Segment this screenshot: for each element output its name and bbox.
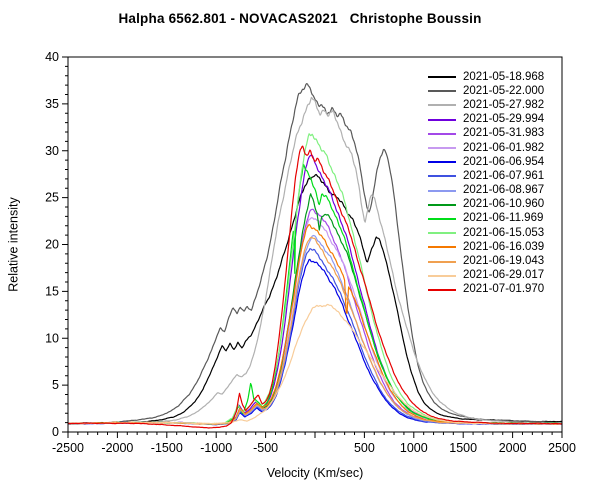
- y-axis-ticks: [62, 56, 68, 433]
- legend-color-swatch: [428, 90, 456, 93]
- legend-label: 2021-06-16.039: [463, 240, 545, 253]
- x-tick-label: -500: [253, 441, 278, 455]
- legend-item: 2021-06-16.039: [428, 240, 544, 254]
- legend-color-swatch: [428, 147, 456, 150]
- x-tick-label: 2000: [499, 441, 527, 455]
- legend-label: 2021-06-29.017: [463, 269, 545, 282]
- legend-item: 2021-06-10.960: [428, 198, 544, 212]
- legend-item: 2021-06-07.961: [428, 169, 544, 183]
- legend-label: 2021-06-08.967: [463, 184, 545, 197]
- legend-color-swatch: [428, 232, 456, 235]
- legend-label: 2021-05-29.994: [463, 113, 545, 126]
- legend-color-swatch: [428, 118, 456, 121]
- legend-color-swatch: [428, 246, 456, 249]
- legend-color-swatch: [428, 260, 456, 263]
- legend-label: 2021-05-18.968: [463, 70, 545, 83]
- legend-label: 2021-05-27.982: [463, 98, 545, 111]
- legend-label: 2021-05-22.000: [463, 84, 545, 97]
- chart-title: Halpha 6562.801 - NOVACAS2021 Christophe…: [118, 11, 482, 26]
- legend-color-swatch: [428, 274, 456, 277]
- legend-label: 2021-06-06.954: [463, 155, 545, 168]
- y-tick-label: 20: [45, 238, 59, 252]
- x-axis-label: Velocity (Km/sec): [266, 466, 364, 480]
- legend-item: 2021-06-29.017: [428, 269, 544, 283]
- x-tick-label: -2000: [101, 441, 133, 455]
- y-tick-label: 5: [52, 378, 59, 392]
- legend-label: 2021-06-07.961: [463, 169, 545, 182]
- y-tick-label: 35: [45, 97, 59, 111]
- x-tick-label: -1500: [151, 441, 183, 455]
- x-axis-ticks: [67, 432, 563, 438]
- x-tick-label: 2500: [548, 441, 576, 455]
- legend-color-swatch: [428, 203, 456, 206]
- legend-color-swatch: [428, 161, 456, 164]
- legend-label: 2021-06-19.043: [463, 255, 545, 268]
- legend-label: 2021-07-01.970: [463, 283, 545, 296]
- legend-color-swatch: [428, 175, 456, 178]
- x-tick-label: 500: [354, 441, 375, 455]
- legend-label: 2021-06-11.969: [463, 212, 544, 225]
- y-tick-label: 40: [45, 50, 59, 64]
- legend-item: 2021-06-19.043: [428, 254, 544, 268]
- legend-label: 2021-05-31.983: [463, 127, 545, 140]
- legend-item: 2021-05-22.000: [428, 84, 544, 98]
- x-tick-label: -2500: [52, 441, 84, 455]
- series-curve-2021-06-29.017: [68, 303, 562, 425]
- y-tick-label: 30: [45, 144, 59, 158]
- y-tick-labels: 0 5 10 15 20 25 30 35 40: [45, 50, 59, 439]
- legend-item: 2021-06-11.969: [428, 212, 544, 226]
- y-tick-label: 0: [52, 425, 59, 439]
- legend-color-swatch: [428, 132, 456, 135]
- x-tick-label: 1500: [449, 441, 477, 455]
- x-tick-labels: -2500 -2000 -1500 -1000 -500 500 1000 1500 2000 2…: [52, 441, 576, 455]
- legend-item: 2021-05-27.982: [428, 98, 544, 112]
- legend-item: 2021-05-18.968: [428, 70, 544, 84]
- y-tick-label: 25: [45, 191, 59, 205]
- legend-item: 2021-07-01.970: [428, 283, 544, 297]
- curves-group: [68, 83, 562, 429]
- legend-color-swatch: [428, 217, 456, 220]
- legend-label: 2021-06-01.982: [463, 141, 545, 154]
- legend-color-swatch: [428, 104, 456, 107]
- legend-item: 2021-06-01.982: [428, 141, 544, 155]
- x-tick-label: 1000: [400, 441, 428, 455]
- legend-color-swatch: [428, 288, 456, 291]
- legend-item: 2021-06-15.053: [428, 226, 544, 240]
- x-tick-label: -1000: [200, 441, 232, 455]
- series-curve-2021-07-01.970: [68, 145, 562, 429]
- y-tick-label: 10: [45, 331, 59, 345]
- legend-label: 2021-06-15.053: [463, 226, 545, 239]
- legend-item: 2021-05-29.994: [428, 113, 544, 127]
- legend-label: 2021-06-10.960: [463, 198, 545, 211]
- legend-color-swatch: [428, 76, 456, 79]
- legend-item: 2021-06-08.967: [428, 184, 544, 198]
- legend-item: 2021-05-31.983: [428, 127, 544, 141]
- y-tick-label: 15: [45, 284, 59, 298]
- legend-item: 2021-06-06.954: [428, 155, 544, 169]
- legend-color-swatch: [428, 189, 456, 192]
- legend: 2021-05-18.968 2021-05-22.000 2021-05-27.9…: [428, 70, 544, 297]
